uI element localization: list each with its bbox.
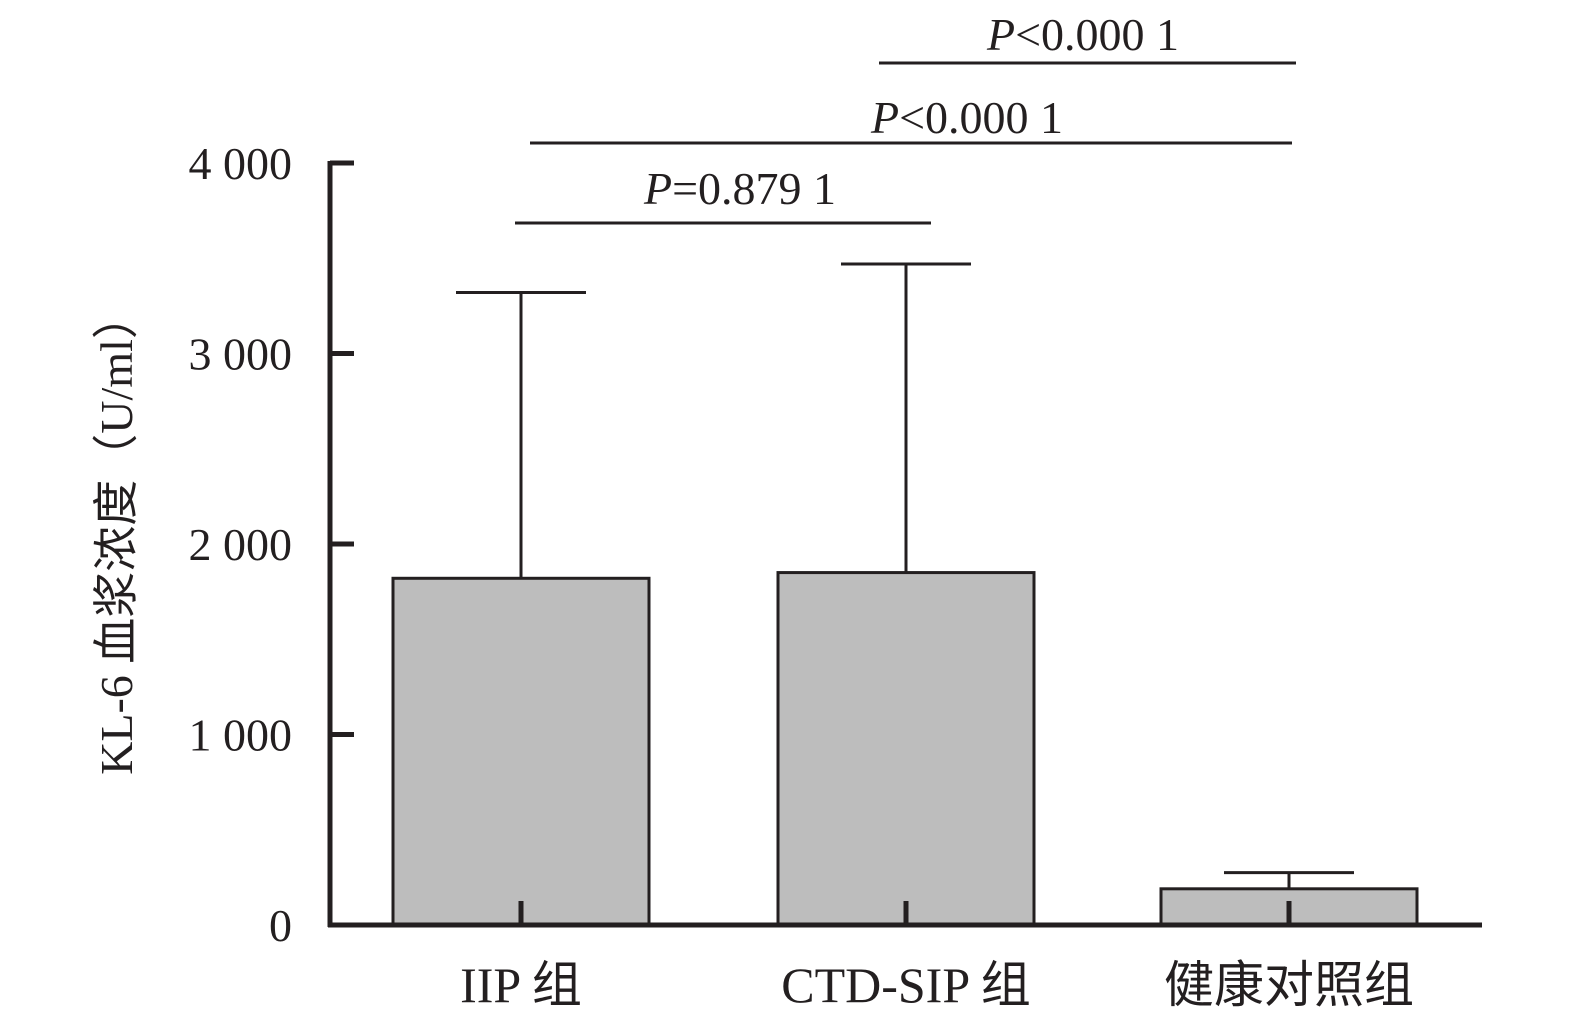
y-tick-label-2000: 2 000: [189, 519, 293, 570]
significance-label-1: P=0.879 1: [643, 163, 836, 214]
y-tick-label-3000: 3 000: [189, 329, 293, 380]
p-value: <0.000 1: [899, 92, 1063, 143]
category-label-3: 健康对照组: [1164, 957, 1414, 1013]
bar-1: [391, 576, 651, 927]
category-label-2: CTD-SIP 组: [781, 957, 1031, 1013]
p-symbol: P: [986, 9, 1015, 60]
y-tick-label-1000: 1 000: [189, 710, 293, 761]
y-tick-label-0: 0: [269, 900, 292, 951]
p-value: <0.000 1: [1015, 9, 1179, 60]
p-value: =0.879 1: [672, 163, 836, 214]
bar-2: [776, 571, 1036, 927]
significance-group: P=0.879 1P<0.000 1P<0.000 1: [515, 9, 1296, 225]
x-categories-group: IIP 组 CTD-SIP 组 健康对照组: [460, 957, 1414, 1013]
y-tick-label-4000: 4 000: [189, 138, 293, 189]
category-label-1: IIP 组: [460, 957, 582, 1013]
y-axis-title: KL-6 血浆浓度（U/ml）: [91, 293, 142, 775]
significance-label-3: P<0.000 1: [986, 9, 1179, 60]
p-symbol: P: [870, 92, 899, 143]
bars-group: [391, 262, 1419, 927]
significance-label-2: P<0.000 1: [870, 92, 1063, 143]
p-symbol: P: [643, 163, 672, 214]
y-ticks-group: 0 1 000 2 000 3 000 4 000: [189, 138, 354, 951]
